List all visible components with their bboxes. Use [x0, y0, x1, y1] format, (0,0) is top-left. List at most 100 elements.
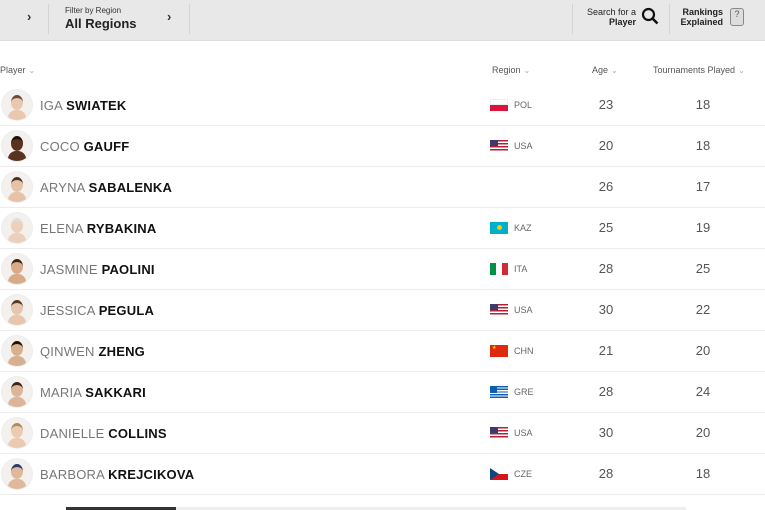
tournaments-played: 18: [695, 466, 711, 481]
divider: [572, 4, 573, 34]
table-row[interactable]: JASMINE PAOLINI ITA 28 25: [0, 249, 765, 290]
region-code: GRE: [514, 387, 534, 397]
player-name[interactable]: COCO GAUFF: [40, 139, 129, 154]
column-label: Tournaments Played: [653, 65, 736, 75]
flag-icon: [490, 304, 508, 316]
column-label: Age: [592, 65, 609, 75]
table-row[interactable]: COCO GAUFF USA 20 18: [0, 126, 765, 167]
region-code: CHN: [514, 346, 534, 356]
flag-icon: [490, 263, 508, 275]
flag-icon: [490, 99, 508, 111]
chevron-down-icon: ⌄: [28, 66, 36, 75]
region-code: USA: [514, 305, 533, 315]
chevron-down-icon: ⌄: [738, 66, 745, 75]
first-name: IGA: [40, 98, 63, 113]
tournaments-played: 17: [695, 179, 711, 194]
rankings-label-2: Explained: [680, 17, 723, 27]
first-name: MARIA: [40, 385, 82, 400]
flag-icon: [490, 427, 508, 439]
last-name: RYBAKINA: [86, 221, 157, 236]
player-name[interactable]: BARBORA KREJCIKOVA: [40, 467, 194, 482]
avatar: [2, 336, 32, 366]
column-header-age[interactable]: Age ⌄: [592, 65, 618, 75]
player-name[interactable]: JASMINE PAOLINI: [40, 262, 155, 277]
avatar: [2, 90, 32, 120]
column-label: Region: [492, 65, 521, 75]
flag-icon: [490, 140, 508, 152]
region-code: POL: [514, 100, 533, 110]
chevron-right-icon[interactable]: ›: [27, 9, 32, 24]
column-header-region[interactable]: Region ⌄: [492, 65, 530, 75]
first-name: DANIELLE: [40, 426, 105, 441]
avatar: [2, 459, 32, 489]
age: 20: [598, 138, 614, 153]
age: 28: [598, 466, 614, 481]
partial-banner: [66, 507, 176, 510]
last-name: SAKKARI: [85, 385, 146, 400]
region-code: USA: [514, 141, 533, 151]
player-name[interactable]: ARYNA SABALENKA: [40, 180, 172, 195]
player-name[interactable]: JESSICA PEGULA: [40, 303, 154, 318]
tournaments-played: 22: [695, 302, 711, 317]
table-row[interactable]: JESSICA PEGULA USA 30 22: [0, 290, 765, 331]
filter-toolbar: › Filter by Region All Regions › Search …: [0, 0, 765, 41]
avatar: [2, 254, 32, 284]
search-label-2: Player: [608, 17, 636, 27]
table-row[interactable]: MARIA SAKKARI GRE 28 24: [0, 372, 765, 413]
flag-icon: ★: [490, 345, 508, 357]
age: 21: [598, 343, 614, 358]
last-name: ZHENG: [98, 344, 145, 359]
last-name: SWIATEK: [66, 98, 127, 113]
player-name[interactable]: DANIELLE COLLINS: [40, 426, 167, 441]
player-name[interactable]: IGA SWIATEK: [40, 98, 126, 113]
region-code: ITA: [514, 264, 528, 274]
rankings-label-1: Rankings: [682, 7, 723, 17]
tournaments-played: 18: [695, 138, 711, 153]
table-row[interactable]: BARBORA KREJCIKOVA CZE 28 18: [0, 454, 765, 495]
player-name[interactable]: ELENA RYBAKINA: [40, 221, 156, 236]
avatar: [2, 295, 32, 325]
column-header-player[interactable]: Player ⌄: [0, 65, 35, 75]
age: 30: [598, 302, 614, 317]
table-row[interactable]: QINWEN ZHENG ★ CHN 21 20: [0, 331, 765, 372]
first-name: COCO: [40, 139, 80, 154]
last-name: PEGULA: [98, 303, 155, 318]
table-row[interactable]: IGA SWIATEK POL 23 18: [0, 85, 765, 126]
last-name: KREJCIKOVA: [108, 467, 195, 482]
first-name: BARBORA: [40, 467, 105, 482]
table-row[interactable]: ARYNA SABALENKA 26 17: [0, 167, 765, 208]
region-code: KAZ: [514, 223, 532, 233]
tournaments-played: 19: [695, 220, 711, 235]
chevron-down-icon: ⌄: [523, 66, 531, 75]
avatar: [2, 418, 32, 448]
avatar: [2, 213, 32, 243]
table-row[interactable]: ELENA RYBAKINA KAZ 25 19: [0, 208, 765, 249]
region-code: USA: [514, 428, 533, 438]
chevron-right-icon[interactable]: ›: [167, 9, 172, 24]
flag-icon: [490, 222, 508, 234]
flag-icon: [490, 468, 508, 480]
tournaments-played: 20: [695, 343, 711, 358]
last-name: SABALENKA: [88, 180, 173, 195]
filter-value[interactable]: All Regions: [65, 16, 137, 31]
tournaments-played: 20: [695, 425, 711, 440]
filter-label: Filter by Region: [65, 6, 122, 15]
flag-icon: [490, 386, 508, 398]
partial-banner: [176, 507, 686, 510]
search-icon: [641, 7, 659, 25]
first-name: ELENA: [40, 221, 83, 236]
age: 28: [598, 261, 614, 276]
avatar: [2, 377, 32, 407]
column-header-tournaments[interactable]: Tournaments Played ⌄: [653, 65, 745, 75]
first-name: JESSICA: [40, 303, 95, 318]
question-book-icon: ?: [730, 8, 744, 26]
first-name: JASMINE: [40, 262, 98, 277]
table-row[interactable]: DANIELLE COLLINS USA 30 20: [0, 413, 765, 454]
search-label-1: Search for a: [586, 7, 636, 17]
age: 26: [598, 179, 614, 194]
player-name[interactable]: MARIA SAKKARI: [40, 385, 146, 400]
player-name[interactable]: QINWEN ZHENG: [40, 344, 145, 359]
age: 30: [598, 425, 614, 440]
tournaments-played: 25: [695, 261, 711, 276]
first-name: QINWEN: [40, 344, 95, 359]
